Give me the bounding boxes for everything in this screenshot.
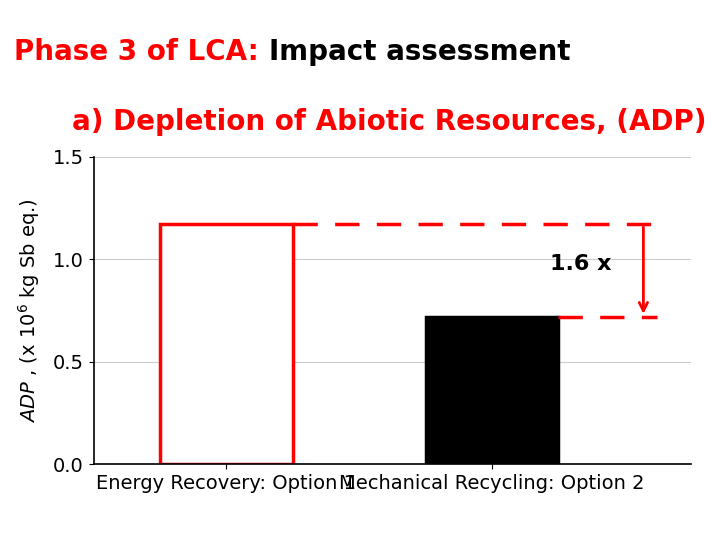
Text: Phase 3 of LCA:: Phase 3 of LCA: [14,38,269,66]
Bar [160,224,293,464]
Text: Impact assessment: Impact assessment [269,38,570,66]
Bar [426,316,559,464]
Text: 1.6 x: 1.6 x [550,254,611,274]
Text: a) Depletion of Abiotic Resources, (ADP): a) Depletion of Abiotic Resources, (ADP) [72,108,706,136]
Y-axis label: $\mathit{ADP}$ , (x 10$^6$ kg Sb eq.): $\mathit{ADP}$ , (x 10$^6$ kg Sb eq.) [16,198,42,423]
